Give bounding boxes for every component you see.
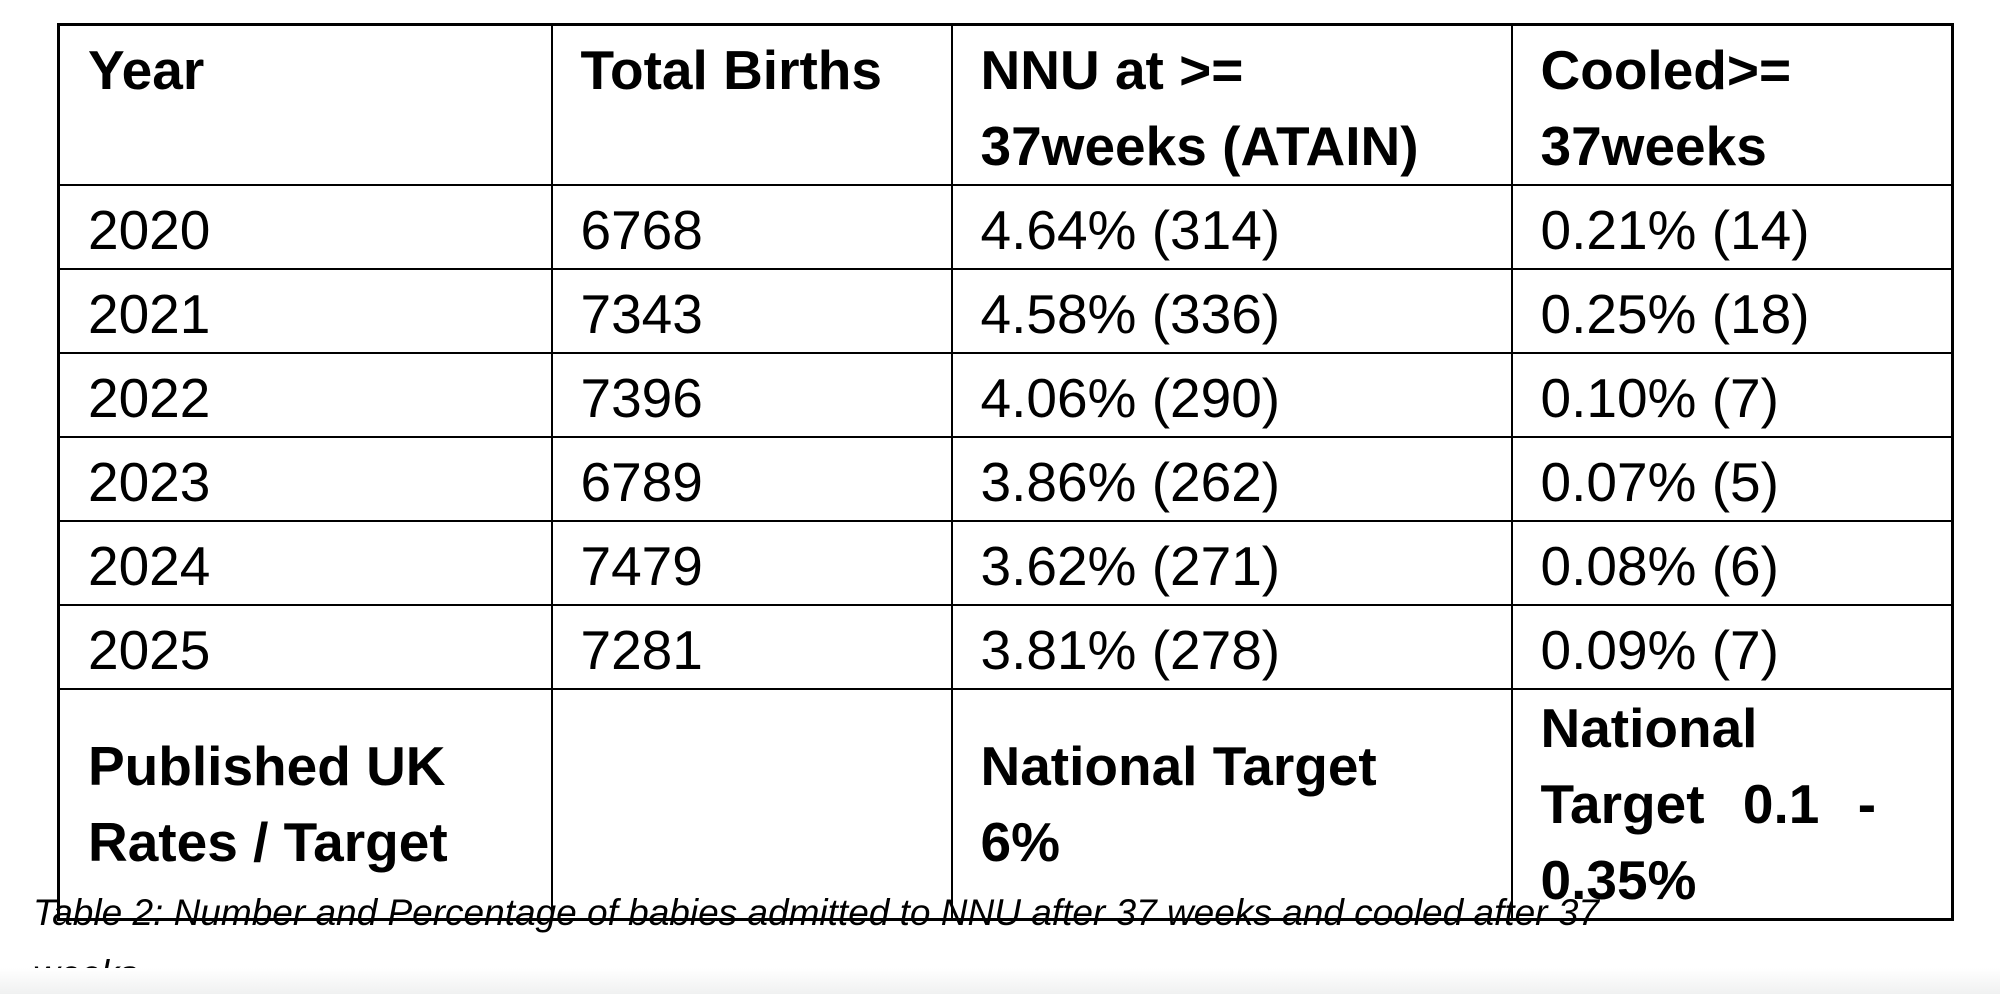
total-births-cell: 7281 (550, 604, 953, 690)
cooled-cell: 0.07% (5) (1510, 436, 1954, 522)
nnu-admissions-table: Year Total Births NNU at >= 37weeks (ATA… (57, 23, 1954, 921)
cooled-cell: 0.08% (6) (1510, 520, 1954, 606)
table-row-published-uk-rates: Published UK Rates / Target National Tar… (57, 688, 1954, 921)
total-births-cell: 6789 (550, 436, 953, 522)
table-header-row: Year Total Births NNU at >= 37weeks (ATA… (57, 23, 1954, 186)
total-births-cell: 6768 (550, 184, 953, 270)
total-births-cell: 7479 (550, 520, 953, 606)
nnu-cell: 3.81% (278) (950, 604, 1513, 690)
cooled-national-target-cell: National Target 0.1 - 0.35% (1510, 688, 1954, 921)
nnu-cell: 4.58% (336) (950, 268, 1513, 354)
cooled-cell: 0.10% (7) (1510, 352, 1954, 438)
total-births-cell: 7343 (550, 268, 953, 354)
published-rates-label-cell: Published UK Rates / Target (57, 688, 553, 921)
nnu-cell: 3.62% (271) (950, 520, 1513, 606)
nnu-cell: 4.64% (314) (950, 184, 1513, 270)
page-bottom-edge (0, 968, 2000, 994)
nnu-national-target-cell: National Target 6% (950, 688, 1513, 921)
table-row-2023: 2023 6789 3.86% (262) 0.07% (5) (57, 436, 1954, 522)
empty-cell (550, 688, 953, 921)
cooled-cell: 0.09% (7) (1510, 604, 1954, 690)
year-cell: 2020 (57, 184, 553, 270)
year-cell: 2022 (57, 352, 553, 438)
col-header-year: Year (57, 23, 553, 186)
table-row-2020: 2020 6768 4.64% (314) 0.21% (14) (57, 184, 1954, 270)
table-row-2022: 2022 7396 4.06% (290) 0.10% (7) (57, 352, 1954, 438)
nnu-cell: 3.86% (262) (950, 436, 1513, 522)
col-header-total-births: Total Births (550, 23, 953, 186)
year-cell: 2021 (57, 268, 553, 354)
total-births-cell: 7396 (550, 352, 953, 438)
table-row-2024: 2024 7479 3.62% (271) 0.08% (6) (57, 520, 1954, 606)
cooled-cell: 0.21% (14) (1510, 184, 1954, 270)
cooled-cell: 0.25% (18) (1510, 268, 1954, 354)
year-cell: 2024 (57, 520, 553, 606)
col-header-cooled-37weeks: Cooled>= 37weeks (1510, 23, 1954, 186)
col-header-nnu-37weeks: NNU at >= 37weeks (ATAIN) (950, 23, 1513, 186)
table-row-2025: 2025 7281 3.81% (278) 0.09% (7) (57, 604, 1954, 690)
year-cell: 2023 (57, 436, 553, 522)
year-cell: 2025 (57, 604, 553, 690)
nnu-cell: 4.06% (290) (950, 352, 1513, 438)
table-row-2021: 2021 7343 4.58% (336) 0.25% (18) (57, 268, 1954, 354)
table-caption: Table 2: Number and Percentage of babies… (33, 892, 1599, 994)
